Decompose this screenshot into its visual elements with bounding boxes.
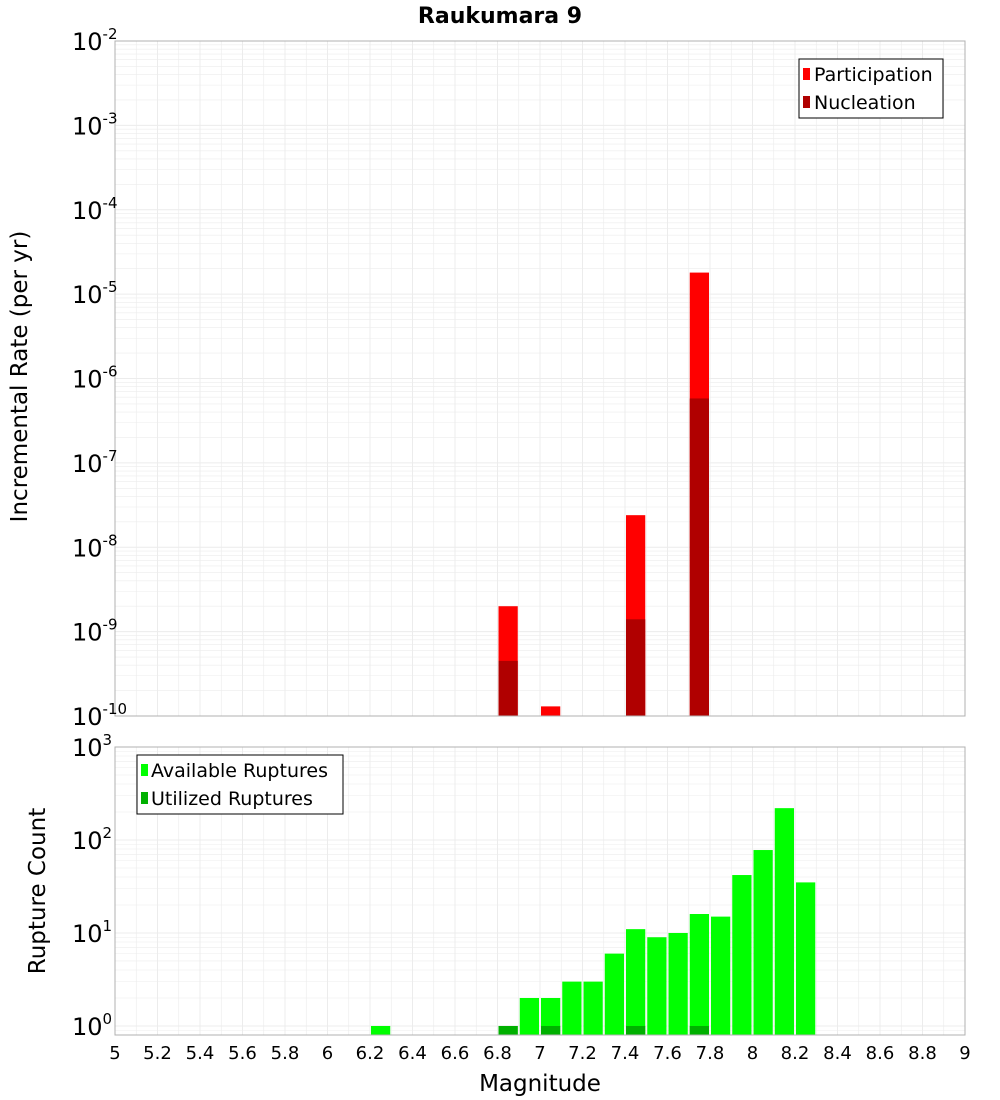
bottom-plot-frame (114, 746, 966, 1036)
available-ruptures-bar (562, 981, 582, 1035)
x-tick-labels: 5 5.2 5.4 5.6 5.8 6 6.2 6.4 6.6 6.8 7 7.2 7.4 7.6 7.8 8… (109, 1043, 970, 1064)
x-tick-label: 8.4 (823, 1043, 852, 1064)
available-ruptures-bar (647, 937, 667, 1035)
y-tick-label: 103 (72, 731, 112, 762)
participation-bar (541, 706, 561, 716)
y-tick-label: 100 (72, 1010, 112, 1041)
nucleation-bar (626, 619, 646, 716)
legend-entry-label: Available Ruptures (151, 760, 328, 782)
utilized-ruptures-bar (541, 1025, 561, 1035)
top-grid (114, 40, 966, 717)
available-ruptures-bar (689, 914, 709, 1035)
x-tick-label: 5 (109, 1043, 120, 1064)
x-axis-label: Magnitude (479, 1071, 601, 1097)
y-tick-label: 10-7 (72, 447, 118, 478)
available-ruptures-bar (732, 875, 752, 1035)
x-tick-label: 8.6 (866, 1043, 895, 1064)
available-ruptures-bar (668, 932, 688, 1035)
nucleation-bar (498, 660, 518, 716)
y-tick-label: 10-6 (72, 363, 118, 394)
available-ruptures-bar (626, 929, 646, 1035)
y-tick-label: 10-10 (72, 700, 127, 731)
x-tick-label: 5.4 (186, 1043, 215, 1064)
x-tick-label: 6.2 (356, 1043, 385, 1064)
legend-entry-label: Nucleation (814, 92, 916, 114)
participation-rate-panel: 10-2 10-3 10-4 10-5 10-6 10-7 10-8 10-9 10-10 In… (7, 25, 966, 731)
x-tick-label: 7.4 (611, 1043, 640, 1064)
x-tick-label: 8.8 (908, 1043, 937, 1064)
y-tick-label: 10-3 (72, 109, 118, 140)
x-tick-label: 6 (322, 1043, 333, 1064)
available-ruptures-bar (711, 916, 731, 1035)
utilized-ruptures-bar (626, 1025, 646, 1035)
x-tick-label: 5.2 (143, 1043, 172, 1064)
available-ruptures-bar (604, 953, 624, 1035)
utilized-ruptures-bar (498, 1025, 518, 1035)
available-ruptures-bar (753, 850, 773, 1035)
available-ruptures-bar (796, 882, 816, 1035)
top-y-tick-labels: 10-2 10-3 10-4 10-5 10-6 10-7 10-8 10-9 10-10 (72, 25, 127, 731)
legend-entry-label: Participation (814, 64, 933, 86)
available-ruptures-bar (371, 1025, 391, 1035)
x-tick-label: 6.6 (441, 1043, 470, 1064)
top-bars (498, 272, 709, 716)
y-tick-label: 10-9 (72, 616, 118, 647)
x-tick-label: 8.2 (781, 1043, 810, 1064)
top-legend: Participation Nucleation (798, 58, 944, 119)
bottom-y-tick-labels: 103 102 101 100 (72, 731, 112, 1041)
legend-swatch (141, 792, 148, 804)
x-tick-label: 5.8 (271, 1043, 300, 1064)
legend-box (136, 754, 344, 815)
x-tick-label: 8 (747, 1043, 758, 1064)
x-tick-label: 6.4 (398, 1043, 427, 1064)
available-ruptures-bar (519, 997, 539, 1035)
x-tick-label: 9 (959, 1043, 970, 1064)
bottom-legend: Available Ruptures Utilized Ruptures (136, 754, 344, 815)
x-tick-label: 7.6 (653, 1043, 682, 1064)
available-ruptures-bar (541, 997, 561, 1035)
legend-swatch (141, 764, 148, 776)
x-tick-label: 5.6 (228, 1043, 257, 1064)
utilized-ruptures-bar (689, 1025, 709, 1035)
rupture-count-panel: 103 102 101 100 Rupture Count Available Rup… (25, 731, 966, 1041)
y-tick-label: 10-4 (72, 194, 118, 225)
y-tick-label: 10-5 (72, 278, 118, 309)
top-plot-frame (114, 40, 966, 717)
nucleation-bar (689, 398, 709, 716)
legend-entry-label: Utilized Ruptures (151, 788, 313, 810)
y-tick-label: 10-8 (72, 531, 118, 562)
y-tick-label: 101 (72, 917, 112, 948)
legend-box (798, 58, 944, 119)
x-tick-label: 7.8 (696, 1043, 725, 1064)
legend-swatch (803, 96, 810, 108)
x-tick-label: 6.8 (483, 1043, 512, 1064)
available-ruptures-bar (774, 808, 794, 1035)
top-y-axis-label: Incremental Rate (per yr) (7, 231, 33, 523)
legend-swatch (803, 68, 810, 80)
y-tick-label: 10-2 (72, 25, 118, 56)
chart-title: Raukumara 9 (418, 4, 582, 29)
x-tick-label: 7.2 (568, 1043, 597, 1064)
bottom-bars (371, 808, 816, 1035)
x-tick-label: 7 (534, 1043, 545, 1064)
bottom-y-axis-label: Rupture Count (25, 808, 51, 974)
y-tick-label: 102 (72, 824, 112, 855)
available-ruptures-bar (583, 981, 603, 1035)
